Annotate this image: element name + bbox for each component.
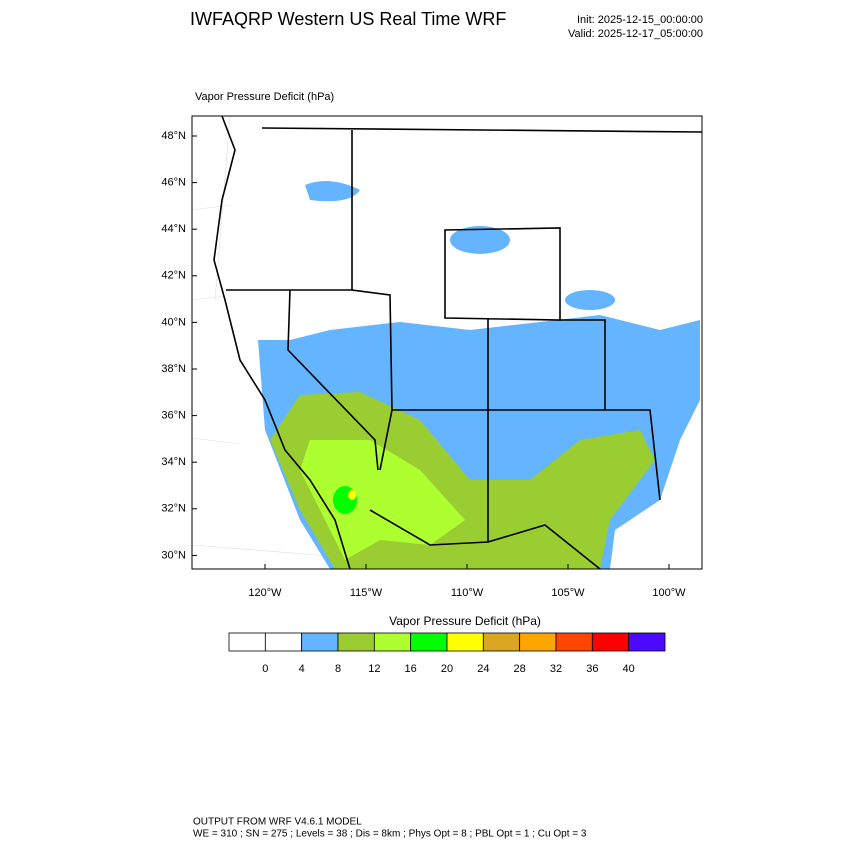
map-frame xyxy=(191,115,703,570)
colorbar-box xyxy=(628,632,666,652)
colorbar-tick-label: 28 xyxy=(514,663,526,675)
colorbar-tick-label: 40 xyxy=(623,663,635,675)
lat-label: 42°N xyxy=(161,270,186,282)
valid-time: Valid: 2025-12-17_05:00:00 xyxy=(568,28,703,40)
colorbar-tick-label: 16 xyxy=(405,663,417,675)
colorbar-box xyxy=(519,632,557,652)
colorbar-box xyxy=(482,632,521,652)
colorbar-box xyxy=(555,632,593,652)
vpd-area-4-8 xyxy=(565,290,615,310)
colorbar-tick-label: 24 xyxy=(477,663,489,675)
map-label: Vapor Pressure Deficit (hPa) xyxy=(195,91,334,103)
footer-line: OUTPUT FROM WRF V4.6.1 MODEL xyxy=(193,817,362,828)
vpd-area-4-8 xyxy=(305,181,360,202)
colorbar-tick-label: 36 xyxy=(586,663,598,675)
graticule xyxy=(191,115,331,557)
lon-label: 100°W xyxy=(652,587,686,599)
lat-label: 30°N xyxy=(161,549,186,561)
vpd-area-4-8 xyxy=(450,226,510,254)
map xyxy=(191,115,703,570)
lon-label: 105°W xyxy=(551,587,585,599)
colorbar-title: Vapor Pressure Deficit (hPa) xyxy=(389,614,541,628)
colorbar-tick-label: 20 xyxy=(441,663,453,675)
canada-border xyxy=(261,127,703,133)
vpd-field xyxy=(258,181,700,569)
colorbar-box xyxy=(446,632,484,652)
title: IWFAQRP Western US Real Time WRF xyxy=(190,9,506,29)
lon-label: 110°W xyxy=(451,587,484,599)
colorbar-box xyxy=(410,632,448,652)
colorbar-tick-label: 8 xyxy=(335,663,341,675)
lat-label: 46°N xyxy=(161,177,186,189)
lat-label: 44°N xyxy=(161,223,186,235)
coastline xyxy=(213,115,351,570)
lat-label: 48°N xyxy=(161,130,186,142)
colorbar-box xyxy=(373,632,412,652)
lon-label: 115°W xyxy=(350,587,383,599)
colorbar-tick-label: 4 xyxy=(299,663,305,675)
colorbar-tick-label: 12 xyxy=(368,663,380,675)
vpd-area-20-24 xyxy=(348,490,356,500)
colorbar-box xyxy=(591,632,630,652)
colorbar-box xyxy=(264,632,303,652)
lat-label: 38°N xyxy=(161,363,186,375)
lon-label: 120°W xyxy=(248,587,282,599)
colorbar-box xyxy=(301,632,339,652)
lat-label: 36°N xyxy=(161,410,186,422)
colorbar-box xyxy=(228,632,266,652)
lat-label: 40°N xyxy=(161,316,186,328)
lat-label: 32°N xyxy=(161,503,186,515)
colorbar-tick-label: 32 xyxy=(550,663,562,675)
footer-line: WE = 310 ; SN = 275 ; Levels = 38 ; Dis … xyxy=(193,829,587,840)
colorbar-box xyxy=(337,632,375,652)
lat-label: 34°N xyxy=(161,456,186,468)
boundaries xyxy=(213,115,703,570)
init-time: Init: 2025-12-15_00:00:00 xyxy=(577,14,703,26)
vpd-area-16-20 xyxy=(333,486,357,514)
colorbar-tick-label: 0 xyxy=(262,663,268,675)
vpd-area-12-16 xyxy=(300,440,465,560)
